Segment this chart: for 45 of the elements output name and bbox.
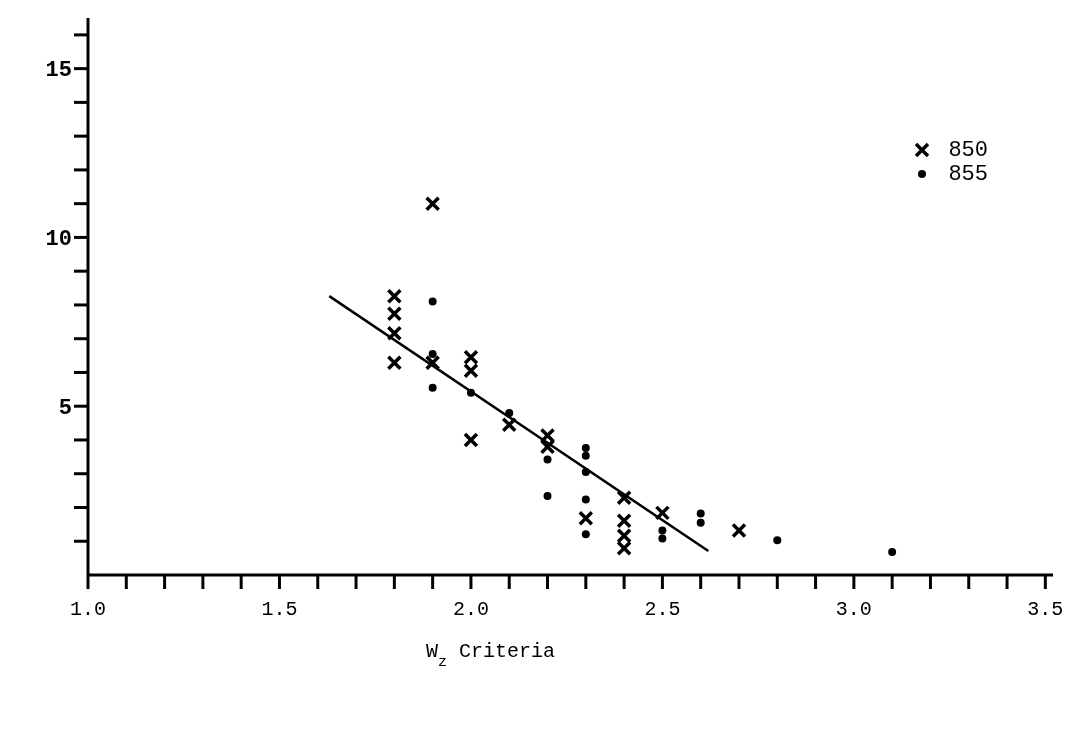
point [539,427,556,444]
point [888,548,897,557]
point [616,512,632,529]
x-tick-label: 2.0 [452,598,489,622]
x-tick-label: 1.5 [261,598,298,622]
point [581,495,590,504]
point [386,288,403,304]
point [386,354,403,371]
point [428,297,437,306]
x-tick-label: 3.5 [1027,598,1064,622]
point [424,354,441,371]
point [463,349,479,366]
point [543,492,552,501]
x-tick-label: 1.0 [69,598,107,622]
point [428,383,437,392]
point [501,417,517,433]
point [658,534,667,543]
point [463,432,479,448]
legend-label: 855 [948,161,988,187]
point [581,451,590,460]
point [773,536,782,545]
point [616,489,632,506]
x-axis-title: W$_{z}$ Criteria [425,640,556,671]
point [578,510,594,527]
point [731,522,747,539]
x-tick-label: 2.5 [644,598,681,622]
point [654,505,671,521]
point [386,305,403,322]
y-tick-label: 10 [45,227,72,253]
point [696,518,705,527]
point [424,195,441,212]
point [581,444,590,453]
point [616,540,632,557]
y-tick-label: 5 [58,396,72,422]
point [616,528,632,544]
point [386,325,403,342]
y-tick-label: 15 [45,58,72,84]
legend-label: 850 [948,137,988,163]
point [543,455,552,464]
point [463,363,479,379]
point [428,349,437,358]
point [696,509,705,518]
point [581,530,590,539]
point [658,526,667,535]
x-tick-label: 3.0 [835,598,872,622]
